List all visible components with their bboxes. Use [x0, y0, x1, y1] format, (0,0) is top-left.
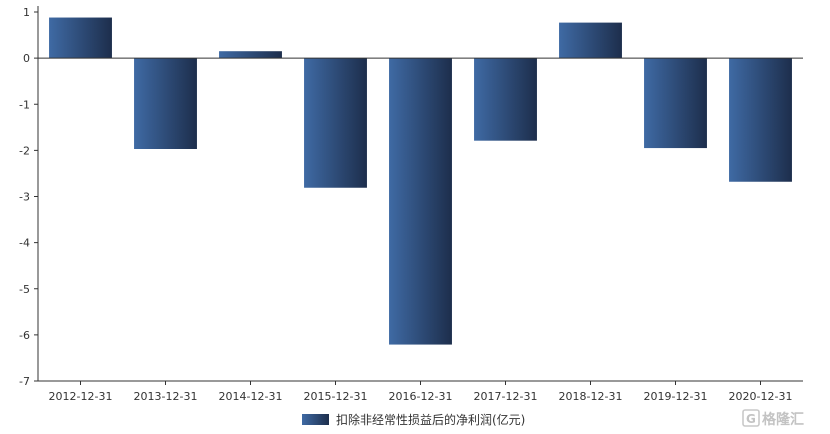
y-axis-tick-labels: 1 0 -1 -2 -3 -4 -5 -6 -7 [19, 6, 30, 388]
y-tick-label: -7 [19, 375, 30, 388]
bar-2017-12-31 [474, 58, 537, 141]
bar-2014-12-31 [219, 51, 282, 59]
watermark: G 格隆汇 [742, 409, 804, 428]
y-tick-label: -1 [19, 98, 30, 111]
legend-swatch [302, 414, 329, 425]
bar-2016-12-31 [389, 58, 452, 345]
x-axis-tick-labels: 2012-12-31 2013-12-31 2014-12-31 2015-12-31… [49, 390, 793, 403]
gelonghui-logo-icon: G [742, 409, 760, 427]
y-tick-label: -5 [19, 283, 30, 296]
y-tick-label: -6 [19, 329, 30, 342]
x-tick-label: 2015-12-31 [304, 390, 368, 403]
bar-2013-12-31 [134, 58, 197, 149]
bar-2012-12-31 [49, 17, 112, 59]
x-tick-label: 2012-12-31 [49, 390, 113, 403]
y-tick-label: -3 [19, 191, 30, 204]
y-tick-label: -2 [19, 144, 30, 157]
y-tick-label: 0 [23, 52, 30, 65]
x-tick-label: 2016-12-31 [389, 390, 453, 403]
svg-text:G: G [746, 412, 756, 426]
bar-2015-12-31 [304, 58, 367, 188]
bar-2018-12-31 [559, 22, 622, 59]
x-tick-label: 2013-12-31 [134, 390, 198, 403]
watermark-text: 格隆汇 [762, 411, 804, 428]
y-tick-label: 1 [23, 6, 30, 19]
axes-layer [34, 6, 803, 385]
bar-2019-12-31 [644, 58, 707, 149]
x-tick-label: 2019-12-31 [644, 390, 708, 403]
bars-layer [49, 17, 792, 345]
x-tick-label: 2017-12-31 [474, 390, 538, 403]
x-tick-label: 2018-12-31 [559, 390, 623, 403]
legend: 扣除非经常性损益后的净利润(亿元) [302, 412, 525, 427]
x-tick-label: 2014-12-31 [219, 390, 283, 403]
y-tick-label: -4 [19, 237, 30, 250]
bar-2020-12-31 [729, 58, 792, 182]
x-tick-label: 2020-12-31 [729, 390, 793, 403]
legend-label: 扣除非经常性损益后的净利润(亿元) [336, 412, 525, 427]
